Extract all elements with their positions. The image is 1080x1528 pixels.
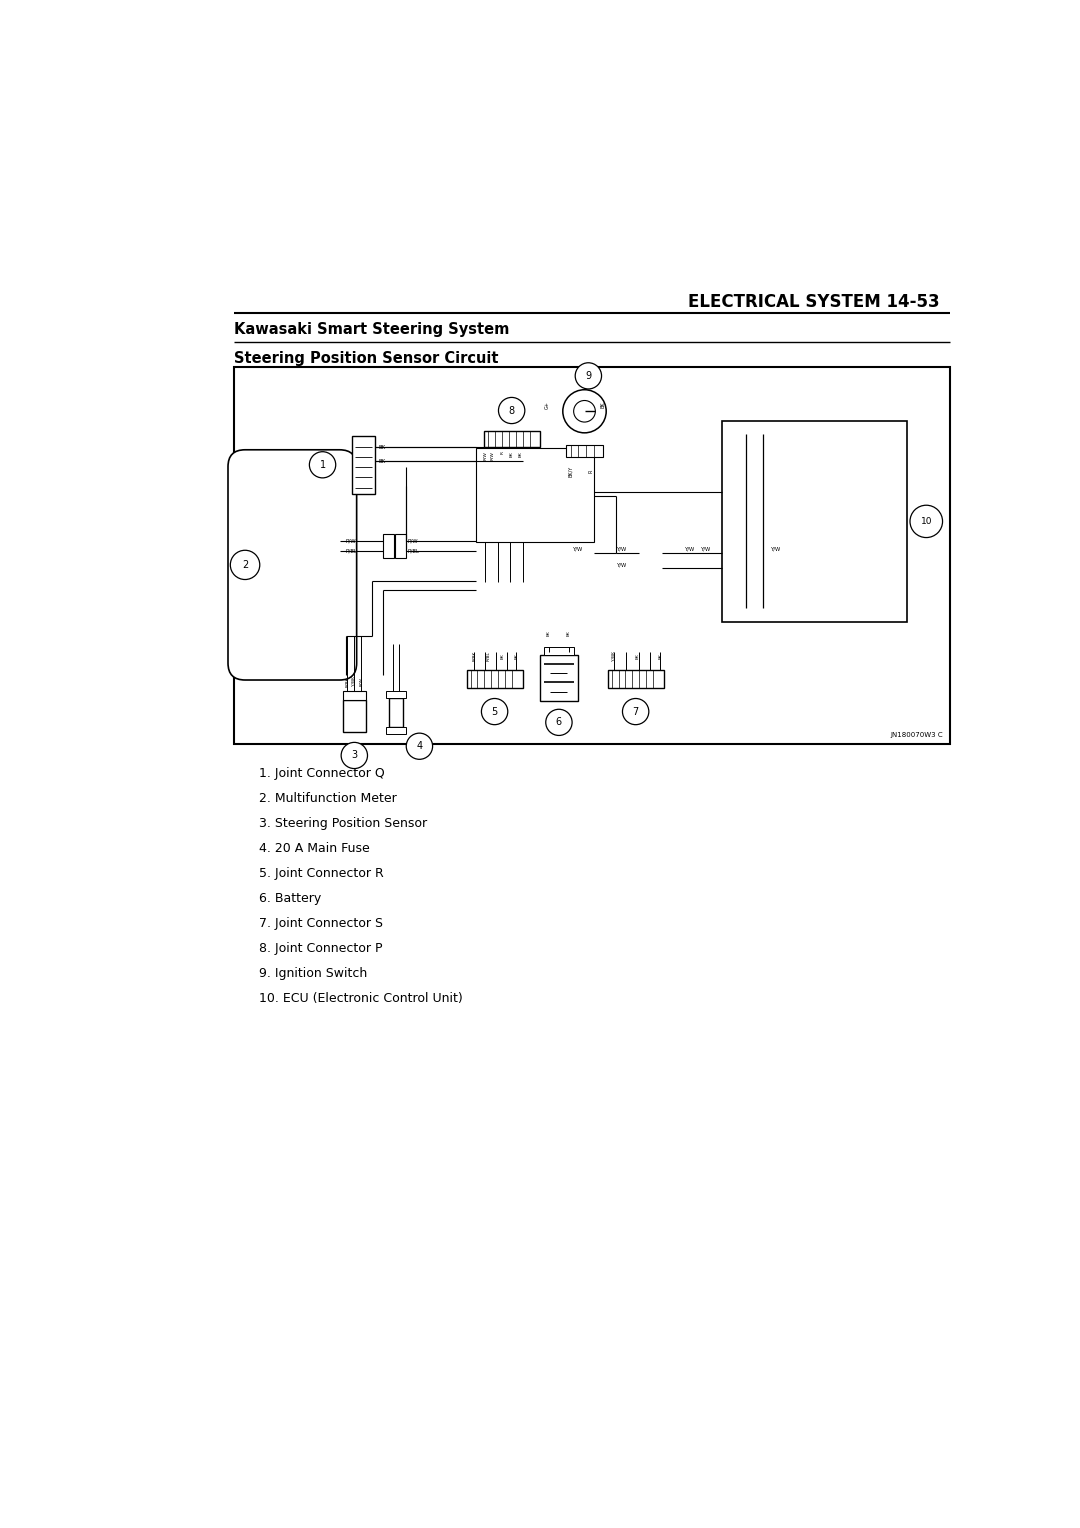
Text: Y/BK: Y/BK <box>612 651 616 662</box>
Text: R/W: R/W <box>491 451 495 460</box>
Circle shape <box>545 709 572 735</box>
Bar <box>342 691 366 700</box>
Text: G+: G+ <box>544 402 550 410</box>
Circle shape <box>576 362 602 390</box>
Circle shape <box>341 743 367 769</box>
Text: 7: 7 <box>633 706 638 717</box>
Circle shape <box>573 400 595 422</box>
Text: BK: BK <box>378 458 386 465</box>
Text: 9: 9 <box>585 371 592 380</box>
Text: 3: 3 <box>351 750 357 761</box>
Text: BK: BK <box>510 451 514 457</box>
Text: BK: BK <box>659 654 662 659</box>
Text: 9. Ignition Switch: 9. Ignition Switch <box>259 967 367 981</box>
Text: 6: 6 <box>556 717 562 727</box>
Text: BK: BK <box>600 402 606 408</box>
Text: JN180070W3 C: JN180070W3 C <box>890 732 943 738</box>
Text: ELECTRICAL SYSTEM 14-53: ELECTRICAL SYSTEM 14-53 <box>688 293 940 312</box>
Text: 1: 1 <box>320 460 325 469</box>
Text: 4: 4 <box>417 741 422 752</box>
Text: Steering Position Sensor Circuit: Steering Position Sensor Circuit <box>234 351 499 367</box>
Bar <box>467 669 523 689</box>
Bar <box>484 431 540 448</box>
Circle shape <box>499 397 525 423</box>
Text: 2. Multifunction Meter: 2. Multifunction Meter <box>259 792 396 805</box>
FancyBboxPatch shape <box>228 449 356 680</box>
Circle shape <box>309 452 336 478</box>
Text: R/BL: R/BL <box>346 549 357 555</box>
Circle shape <box>406 733 433 759</box>
Text: BK: BK <box>514 654 518 659</box>
Text: 2: 2 <box>242 559 248 570</box>
Bar <box>387 691 406 698</box>
Circle shape <box>563 390 606 432</box>
Text: Y/W: Y/W <box>617 547 627 552</box>
Bar <box>387 727 406 733</box>
Text: R/BK: R/BK <box>346 677 349 686</box>
Text: Y/W: Y/W <box>685 547 696 552</box>
Text: Y/W: Y/W <box>701 547 711 552</box>
Text: BK: BK <box>500 654 504 659</box>
Bar <box>544 646 573 654</box>
Text: 10: 10 <box>920 516 932 526</box>
Text: 1. Joint Connector Q: 1. Joint Connector Q <box>259 767 384 779</box>
Bar <box>342 700 366 732</box>
Text: 5. Joint Connector R: 5. Joint Connector R <box>259 866 383 880</box>
Text: 8. Joint Connector P: 8. Joint Connector P <box>259 943 382 955</box>
Text: 3. Steering Position Sensor: 3. Steering Position Sensor <box>259 817 427 830</box>
Text: 10. ECU (Electronic Control Unit): 10. ECU (Electronic Control Unit) <box>259 992 462 1005</box>
Text: Y/W: Y/W <box>572 547 583 552</box>
Text: 4. 20 A Main Fuse: 4. 20 A Main Fuse <box>259 842 369 856</box>
Bar <box>566 445 603 457</box>
Bar <box>395 535 406 558</box>
Text: 5: 5 <box>491 706 498 717</box>
Circle shape <box>230 550 260 579</box>
Text: R: R <box>589 469 593 474</box>
Text: BK/Y: BK/Y <box>568 466 573 477</box>
Text: BK: BK <box>567 630 571 636</box>
Bar <box>540 654 578 701</box>
Text: 6. Battery: 6. Battery <box>259 892 321 905</box>
Bar <box>476 448 594 542</box>
Text: Y/BK: Y/BK <box>352 677 356 686</box>
Bar <box>383 535 394 558</box>
Bar <box>389 698 403 727</box>
Circle shape <box>910 506 943 538</box>
Bar <box>234 367 950 744</box>
Text: Kawasaki Smart Steering System: Kawasaki Smart Steering System <box>234 322 510 338</box>
Text: R/W: R/W <box>483 451 487 460</box>
Text: R/BL: R/BL <box>486 651 490 662</box>
Text: BK: BK <box>378 445 386 449</box>
Bar <box>352 435 375 494</box>
Text: BK: BK <box>519 451 523 457</box>
Circle shape <box>622 698 649 724</box>
Text: BK: BK <box>546 630 551 636</box>
Text: Y/W: Y/W <box>770 547 781 552</box>
Bar <box>723 420 907 622</box>
Text: 8: 8 <box>509 405 515 416</box>
Text: R/BK: R/BK <box>472 651 476 662</box>
Text: R/BL: R/BL <box>408 549 420 555</box>
Text: R/W: R/W <box>408 538 418 542</box>
Text: R/W: R/W <box>360 677 363 686</box>
Text: Y/W: Y/W <box>617 562 627 567</box>
Text: BK: BK <box>635 654 639 659</box>
Bar <box>608 669 663 689</box>
Circle shape <box>482 698 508 724</box>
Text: 7. Joint Connector S: 7. Joint Connector S <box>259 917 383 931</box>
Text: R: R <box>500 451 504 454</box>
Text: R/W: R/W <box>346 538 356 542</box>
